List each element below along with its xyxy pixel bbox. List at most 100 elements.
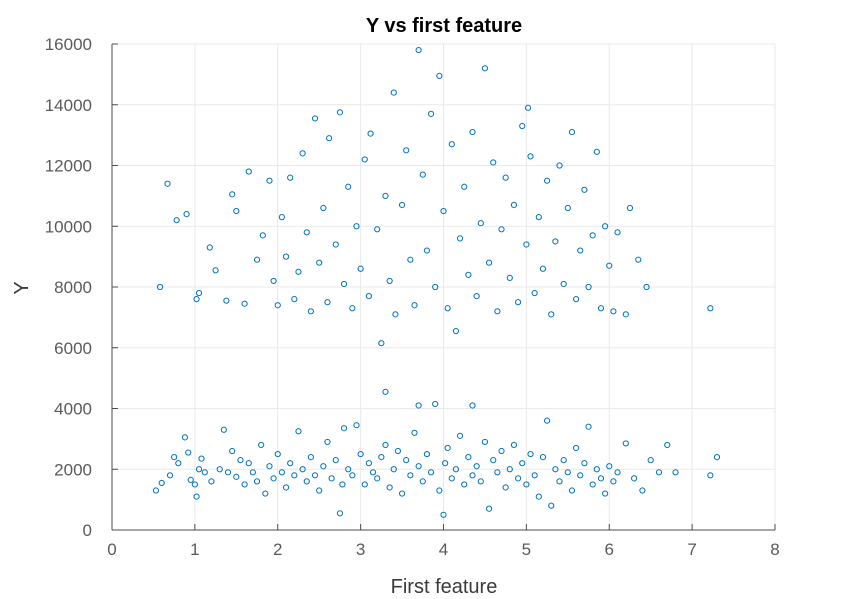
data-point (259, 232, 266, 239)
data-point (713, 454, 721, 461)
data-point (270, 475, 277, 482)
data-point (573, 296, 580, 303)
data-point (548, 311, 555, 318)
data-point (444, 444, 451, 452)
data-point (477, 478, 484, 485)
data-point (287, 460, 294, 467)
data-point (398, 201, 406, 209)
data-point (524, 104, 532, 111)
data-point (519, 122, 526, 130)
data-point (253, 478, 261, 485)
data-point (444, 305, 451, 312)
data-point (415, 46, 422, 54)
data-point (156, 283, 164, 291)
data-point (386, 277, 393, 285)
y-tick-label: 12000 (45, 157, 92, 176)
data-point (452, 466, 460, 473)
data-point (245, 460, 252, 467)
data-point (465, 454, 472, 461)
data-point (193, 493, 200, 500)
data-point (181, 434, 189, 441)
x-tick-label: 6 (605, 540, 614, 559)
data-point (278, 469, 285, 476)
data-point (602, 490, 609, 497)
data-point (332, 241, 339, 248)
data-point (577, 247, 584, 254)
data-point (266, 177, 273, 184)
data-point (220, 426, 227, 433)
data-point (191, 481, 198, 488)
data-point (365, 460, 373, 467)
y-tick-label: 8000 (54, 278, 92, 297)
data-point (390, 466, 397, 473)
axes (111, 43, 776, 531)
data-point (332, 457, 339, 464)
data-point (282, 484, 290, 491)
data-point (345, 466, 352, 473)
y-tick-label: 6000 (54, 339, 92, 358)
data-point (307, 308, 314, 315)
data-point (233, 473, 240, 480)
data-point (707, 305, 714, 312)
data-point (398, 490, 406, 497)
data-point (452, 327, 460, 335)
data-point (266, 463, 273, 470)
data-point (374, 226, 381, 233)
data-point (282, 253, 290, 260)
data-point (224, 469, 232, 476)
data-point (201, 469, 208, 476)
data-point (560, 280, 567, 288)
data-point (386, 484, 393, 491)
data-point (456, 235, 464, 242)
x-tick-label: 7 (687, 540, 696, 559)
data-point (349, 472, 356, 479)
data-point (655, 469, 663, 476)
data-point (328, 475, 335, 482)
data-point (378, 454, 385, 461)
data-point (523, 481, 530, 488)
x-axis-label: First feature (391, 576, 498, 598)
data-point (357, 265, 364, 272)
data-point (291, 472, 298, 479)
data-point (635, 256, 642, 263)
data-point (258, 441, 265, 449)
data-point (382, 441, 389, 449)
x-tick-label: 8 (770, 540, 779, 559)
data-point (498, 226, 505, 233)
data-point (585, 283, 592, 291)
x-tick-label: 5 (522, 540, 531, 559)
data-point (185, 449, 192, 456)
data-point (490, 457, 497, 464)
data-point (253, 256, 261, 263)
data-point (485, 505, 493, 512)
data-point (316, 487, 323, 494)
data-point (432, 400, 439, 408)
data-point (411, 429, 418, 436)
data-point (506, 466, 513, 473)
x-tick-label: 2 (273, 540, 282, 559)
data-point (407, 256, 414, 263)
data-point (345, 183, 352, 190)
data-point (465, 271, 472, 278)
data-point (564, 204, 571, 212)
data-point (198, 455, 205, 462)
data-point (502, 484, 509, 491)
data-point (340, 425, 348, 432)
data-point (626, 204, 634, 212)
data-point (403, 147, 410, 154)
data-point (469, 472, 476, 479)
data-point (614, 469, 621, 476)
data-point (158, 479, 165, 487)
data-point (631, 475, 638, 482)
x-tick-label: 4 (439, 540, 448, 559)
data-point (171, 454, 178, 461)
x-tick-label: 1 (190, 540, 199, 559)
data-point (173, 217, 180, 224)
data-point (187, 476, 194, 483)
data-point (303, 478, 310, 485)
y-tick-label: 10000 (45, 217, 92, 236)
data-point (490, 159, 497, 166)
data-point (245, 168, 252, 175)
data-point (556, 162, 563, 169)
